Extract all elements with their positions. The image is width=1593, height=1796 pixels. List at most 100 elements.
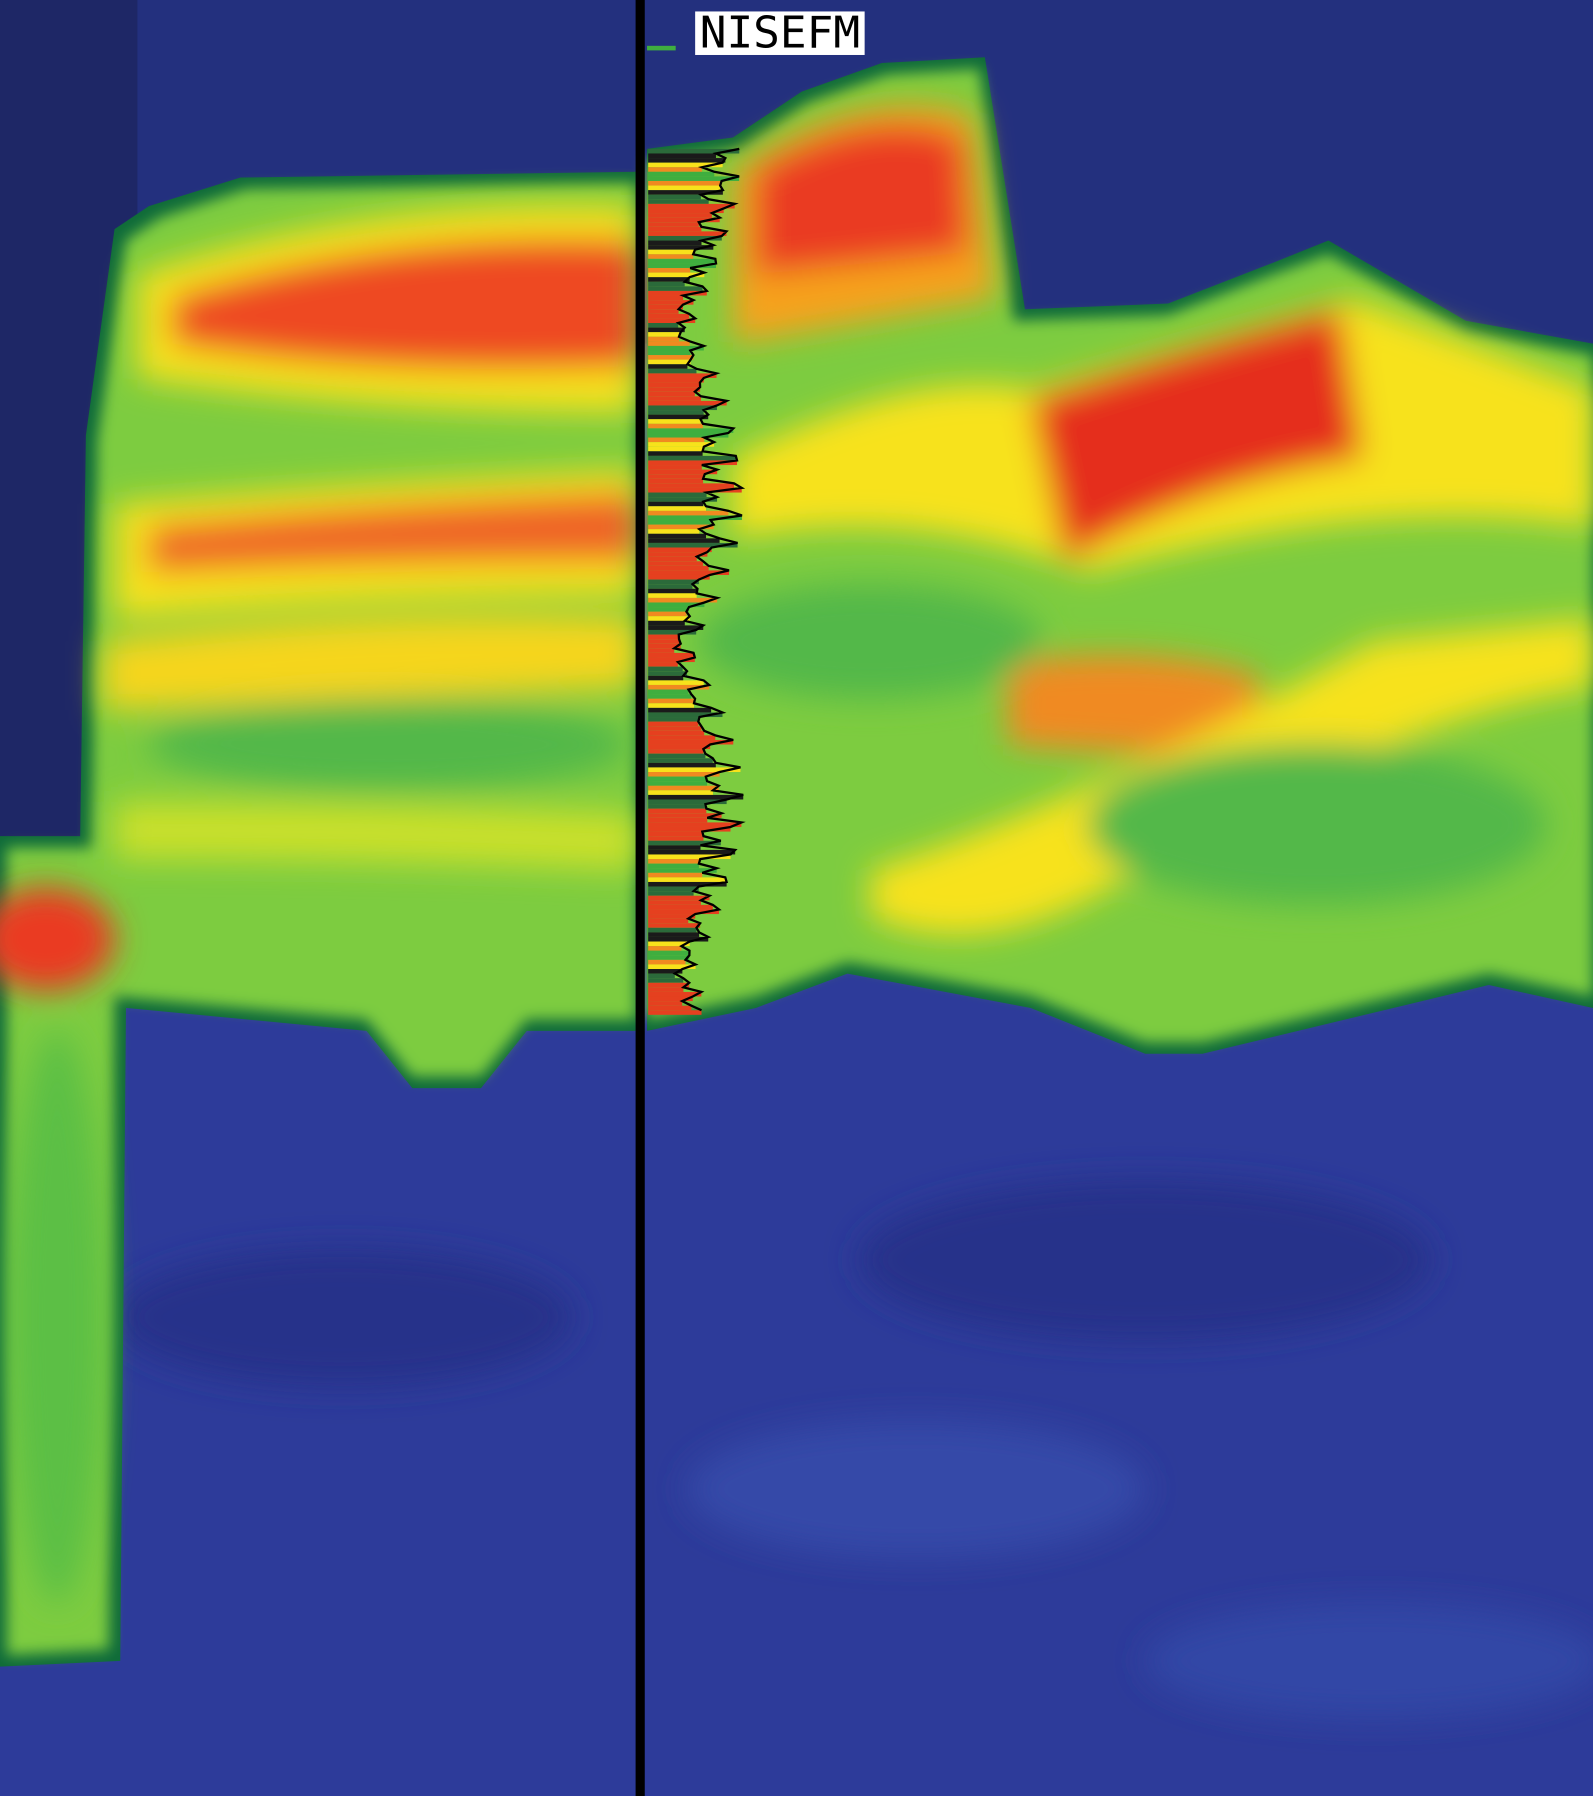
log-fill bbox=[648, 158, 725, 163]
log-fill bbox=[648, 873, 702, 878]
log-fill bbox=[648, 153, 716, 158]
log-fill bbox=[648, 195, 701, 200]
log-fill bbox=[648, 703, 694, 708]
log-fill bbox=[648, 474, 705, 479]
log-fill bbox=[648, 635, 679, 640]
log-fill bbox=[648, 754, 705, 759]
log-fill bbox=[648, 419, 700, 424]
log-fill bbox=[648, 227, 701, 232]
log-fill bbox=[648, 667, 683, 672]
log-fill bbox=[648, 428, 733, 433]
log-fill bbox=[648, 726, 701, 731]
log-fill bbox=[648, 355, 693, 360]
log-fill bbox=[648, 529, 699, 534]
log-fill bbox=[648, 745, 710, 750]
log-fill bbox=[648, 731, 704, 736]
log-fill bbox=[648, 534, 706, 539]
log-fill bbox=[648, 241, 701, 246]
log-fill bbox=[648, 905, 713, 910]
log-fill bbox=[648, 506, 706, 511]
log-fill bbox=[648, 277, 689, 282]
log-fill bbox=[648, 987, 683, 992]
log-fill bbox=[648, 790, 713, 795]
log-fill bbox=[648, 337, 679, 342]
log-fill bbox=[648, 845, 700, 850]
texture bbox=[115, 1248, 573, 1385]
log-fill bbox=[648, 690, 688, 695]
log-fill bbox=[648, 438, 704, 443]
log-fill bbox=[648, 332, 680, 337]
log-fill bbox=[648, 557, 697, 562]
log-fill bbox=[648, 199, 708, 204]
log-fill bbox=[648, 836, 703, 841]
log-fill bbox=[648, 960, 685, 965]
log-fill bbox=[648, 809, 706, 814]
log-fill bbox=[648, 566, 708, 571]
log-fill bbox=[648, 923, 700, 928]
log-fill bbox=[648, 167, 702, 172]
log-fill bbox=[648, 951, 689, 956]
log-fill bbox=[648, 502, 703, 507]
log-fill bbox=[648, 763, 716, 768]
log-fill bbox=[648, 314, 689, 319]
log-fill bbox=[648, 850, 735, 855]
log-fill bbox=[648, 859, 700, 864]
log-fill bbox=[648, 282, 684, 287]
log-fill bbox=[648, 410, 703, 415]
log-fill bbox=[648, 758, 713, 763]
seismic-section: NISEFM bbox=[0, 0, 1593, 1796]
log-marker bbox=[647, 46, 676, 51]
log-fill bbox=[648, 1001, 682, 1006]
log-fill bbox=[648, 616, 690, 621]
log-fill bbox=[648, 699, 695, 704]
log-fill bbox=[648, 483, 734, 488]
log-fill bbox=[648, 520, 710, 525]
band bbox=[149, 699, 630, 791]
texture bbox=[1145, 1604, 1593, 1719]
log-fill bbox=[648, 781, 707, 786]
log-fill bbox=[648, 424, 703, 429]
log-fill bbox=[648, 548, 712, 553]
log-fill bbox=[648, 231, 726, 236]
log-fill bbox=[648, 447, 704, 452]
log-fill bbox=[648, 662, 678, 667]
log-fill bbox=[648, 286, 702, 291]
log-fill bbox=[648, 387, 700, 392]
log-fill bbox=[648, 415, 708, 420]
log-fill bbox=[648, 955, 689, 960]
log-fill bbox=[648, 328, 685, 333]
log-fill bbox=[648, 612, 686, 617]
log-fill bbox=[648, 717, 699, 722]
log-fill bbox=[648, 607, 689, 612]
log-fill bbox=[648, 584, 692, 589]
log-fill bbox=[648, 722, 698, 727]
log-fill bbox=[648, 222, 699, 227]
log-fill bbox=[648, 946, 681, 951]
log-fill bbox=[648, 364, 687, 369]
log-fill bbox=[648, 493, 706, 498]
log-fill bbox=[648, 749, 703, 754]
log-fill bbox=[648, 671, 687, 676]
log-fill bbox=[648, 694, 691, 699]
log-fill bbox=[648, 593, 696, 598]
log-fill bbox=[648, 350, 690, 355]
band bbox=[1088, 745, 1546, 905]
log-fill bbox=[648, 786, 719, 791]
log-fill bbox=[648, 383, 700, 388]
log-fill bbox=[648, 378, 704, 383]
log-fill bbox=[648, 818, 707, 823]
texture bbox=[687, 1420, 1145, 1557]
log-fill bbox=[648, 396, 701, 401]
log-fill bbox=[648, 680, 703, 685]
log-fill bbox=[648, 250, 695, 255]
log-fill bbox=[648, 511, 728, 516]
log-fill bbox=[648, 653, 693, 658]
log-fill bbox=[648, 323, 678, 328]
log-fill bbox=[648, 451, 702, 456]
band bbox=[11, 1031, 103, 1604]
log-fill bbox=[648, 538, 719, 543]
log-fill bbox=[648, 1010, 701, 1015]
log-fill bbox=[648, 891, 693, 896]
log-fill bbox=[648, 676, 683, 681]
log-fill bbox=[648, 621, 685, 626]
